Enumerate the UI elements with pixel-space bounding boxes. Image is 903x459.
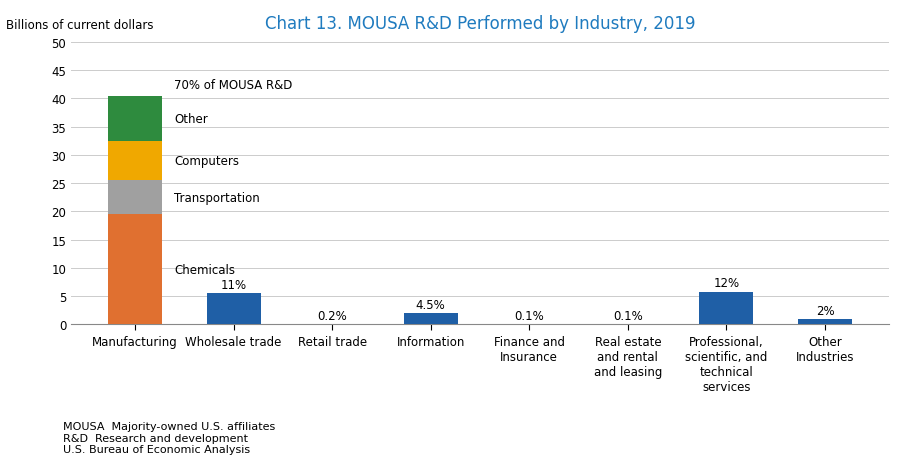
Text: 11%: 11% — [220, 278, 247, 291]
Bar — [206, 294, 260, 325]
Text: Transportation: Transportation — [174, 191, 259, 204]
Bar — [305, 324, 358, 325]
Text: Chemicals: Chemicals — [174, 263, 235, 276]
Bar — [699, 292, 753, 325]
Text: 4.5%: 4.5% — [415, 298, 445, 311]
Text: MOUSA  Majority-owned U.S. affiliates
R&D  Research and development
U.S. Bureau : MOUSA Majority-owned U.S. affiliates R&D… — [63, 421, 275, 454]
Bar — [797, 319, 852, 325]
Text: 0.2%: 0.2% — [317, 309, 347, 322]
Text: 0.1%: 0.1% — [612, 309, 642, 322]
Text: 12%: 12% — [712, 277, 739, 290]
Text: 70% of MOUSA R&D: 70% of MOUSA R&D — [174, 79, 292, 92]
Text: 2%: 2% — [815, 304, 833, 317]
Bar — [107, 96, 162, 141]
Bar — [107, 141, 162, 181]
Text: 0.1%: 0.1% — [514, 309, 544, 322]
Text: Billions of current dollars: Billions of current dollars — [5, 18, 153, 32]
Text: Other: Other — [174, 112, 208, 125]
Text: Computers: Computers — [174, 155, 238, 168]
Bar — [107, 181, 162, 215]
Bar — [107, 215, 162, 325]
Bar — [404, 313, 457, 325]
Title: Chart 13. MOUSA R&D Performed by Industry, 2019: Chart 13. MOUSA R&D Performed by Industr… — [265, 15, 694, 33]
